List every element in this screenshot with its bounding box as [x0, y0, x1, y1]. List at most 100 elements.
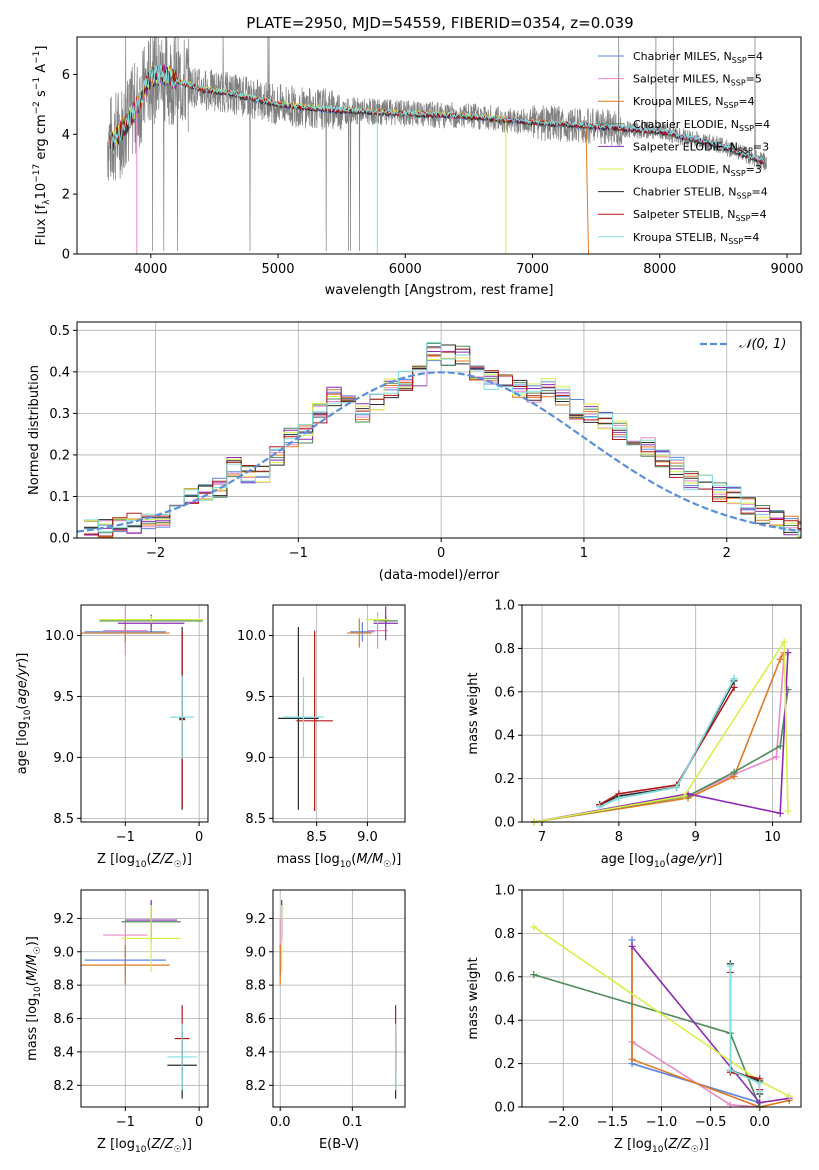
legend-label-salpeter-miles: Salpeter MILES, NSSP=5 — [633, 73, 762, 88]
z-mass-ytick-label-1: 8.4 — [53, 1045, 74, 1060]
age-weight-xtick-label-0: 7 — [538, 830, 546, 845]
z-weight-ylabel: mass weight — [466, 957, 481, 1039]
z-weight-ytick-label-5: 1.0 — [494, 884, 515, 899]
age-weight-xtick-label-3: 10 — [764, 830, 781, 845]
z-mass-xtick-label-1: 0 — [195, 1115, 203, 1130]
hist-chabrier-stelib — [84, 344, 801, 533]
mass-age-ytick-label-2: 9.5 — [245, 690, 266, 705]
age-weight-ytick-label-2: 0.4 — [494, 729, 515, 744]
spectrum-panel: 4000 5000 6000 7000 8000 9000 0 2 4 6 wavelength [… — [32, 36, 804, 298]
spectrum-xtick-label-2: 6000 — [389, 262, 422, 277]
z-weight-xlabel: Z [log10(Z/Z☉)] — [614, 1137, 709, 1155]
legend-label-chabrier-stelib: Chabrier STELIB, NSSP=4 — [633, 186, 768, 201]
residuals-ytick-label-1: 0.1 — [49, 490, 70, 505]
spectrum-model-kroupa-stelib — [109, 64, 765, 163]
z-age-xtick-label-1: 0 — [195, 830, 203, 845]
z-weight-chabrier-stelib-line — [729, 963, 761, 1094]
z-weight-kroupa-stelib-point-2 — [756, 1079, 764, 1087]
z-weight-panel: −2.0 −1.5 −1.0 −0.5 0.0 0.0 0.2 0.4 0.6 0.8 1.0 Z [… — [466, 884, 802, 1155]
residuals-xtick-label-0: −2 — [146, 546, 165, 561]
residuals-ytick-label-0: 0.0 — [49, 532, 70, 547]
age-weight-ytick-label-0: 0.0 — [494, 816, 515, 831]
spectrum-frame — [76, 36, 802, 255]
ebv-mass-ytick-label-2: 8.6 — [245, 1012, 266, 1027]
z-age-xlabel: Z [log10(Z/Z☉)] — [97, 852, 192, 870]
z-age-frame — [80, 604, 209, 823]
age-weight-salpeter-stelib-point-3 — [730, 683, 738, 691]
z-mass-ytick-label-2: 8.6 — [53, 1012, 74, 1027]
age-weight-salpeter-miles-point-3 — [772, 753, 780, 761]
mass-age-ytick-label-3: 10.0 — [237, 629, 266, 644]
ebv-mass-ytick-label-4: 9.0 — [245, 945, 266, 960]
mass-age-xtick-label-1: 9.0 — [357, 830, 378, 845]
z-mass-frame — [80, 889, 209, 1108]
age-weight-salpeter-miles-line — [534, 654, 785, 822]
z-weight-xtick-label-0: −2.0 — [547, 1115, 579, 1130]
ebv-mass-frame — [272, 889, 406, 1108]
spectrum-xtick-label-4: 8000 — [643, 262, 676, 277]
age-weight-ytick-label-3: 0.6 — [494, 685, 515, 700]
age-weight-kroupa-elodie-point-1 — [680, 792, 688, 800]
z-mass-xtick-label-0: −1 — [116, 1115, 135, 1130]
age-weight-panel: 7 8 9 10 0.0 0.2 0.4 0.6 0.8 1.0 age [log10(age/yr… — [466, 599, 802, 870]
ebv-mass-xlabel: E(B-V) — [319, 1137, 359, 1152]
hist-kroupa-miles — [84, 355, 801, 538]
hist-chabrier-elodie — [84, 342, 801, 534]
z-age-ytick-label-3: 10.0 — [45, 629, 74, 644]
age-weight-ytick-label-1: 0.2 — [494, 772, 515, 787]
spectrum-xtick-label-3: 7000 — [516, 262, 549, 277]
legend-label-salpeter-stelib: Salpeter STELIB, NSSP=4 — [633, 208, 767, 223]
z-weight-salpeter-elodie-point-1 — [756, 1099, 764, 1107]
residuals-ylabel: Normed distribution — [27, 365, 42, 495]
z-weight-ytick-label-0: 0.0 — [494, 1101, 515, 1116]
z-weight-kroupa-miles-line — [631, 946, 790, 1107]
residuals-frame — [76, 321, 802, 539]
z-weight-ytick-label-4: 0.8 — [494, 927, 515, 942]
legend-label-chabrier-elodie: Chabrier ELODIE, NSSP=4 — [633, 118, 770, 133]
residuals-xtick-label-2: 0 — [437, 546, 445, 561]
legend-label-kroupa-miles: Kroupa MILES, NSSP=4 — [633, 95, 755, 110]
age-weight-salpeter-elodie-point-3 — [784, 649, 792, 657]
age-weight-kroupa-stelib-line — [599, 678, 735, 808]
ebv-mass-ytick-label-3: 8.8 — [245, 979, 266, 994]
mass-age-xlabel: mass [log10(M/M☉)] — [277, 852, 402, 870]
spectrum-ytick-label-2: 4 — [62, 128, 70, 143]
age-weight-kroupa-stelib-point-0 — [596, 803, 604, 811]
z-weight-kroupa-miles-point-1 — [628, 1055, 636, 1063]
legend-label-chabrier-miles: Chabrier MILES, NSSP=4 — [633, 50, 763, 65]
z-weight-xtick-label-1: −1.5 — [597, 1115, 629, 1130]
z-mass-panel: −1 0 8.2 8.4 8.6 8.8 9.0 9.2 Z [log10(Z/Z☉)] mass… — [25, 889, 209, 1155]
z-age-xtick-label-0: −1 — [116, 830, 135, 845]
z-mass-ylabel: mass [log10(M/M☉)] — [25, 936, 43, 1061]
spectrum-ytick-label-1: 2 — [62, 188, 70, 203]
age-weight-kroupa-elodie-point-3 — [784, 807, 792, 815]
normal-legend-label: 𝒩(0, 1) — [739, 337, 786, 352]
age-weight-ytick-label-4: 0.8 — [494, 642, 515, 657]
age-weight-kroupa-miles-point-3 — [776, 655, 784, 663]
age-weight-kroupa-elodie-line — [534, 639, 789, 822]
spectrum-ylabel: Flux [fλ10−17 erg cm−2 s−1 A−1] — [32, 46, 52, 246]
legend-label-kroupa-elodie: Kroupa ELODIE, NSSP=3 — [633, 163, 762, 178]
z-weight-xtick-label-2: −1.0 — [646, 1115, 678, 1130]
age-weight-xlabel: age [log10(age/yr)] — [601, 852, 723, 870]
residuals-xlabel: (data-model)/error — [379, 568, 500, 583]
age-weight-kroupa-elodie-point-2 — [780, 638, 788, 646]
residuals-panel: −2 −1 0 1 2 0.0 0.1 0.2 0.3 0.4 0.5 𝒩(0, 1) (data-mo… — [27, 321, 802, 583]
mass-age-xtick-label-0: 8.5 — [306, 830, 327, 845]
z-weight-kroupa-elodie-point-0 — [530, 923, 538, 931]
mass-age-ytick-label-0: 8.5 — [245, 812, 266, 827]
z-weight-kroupa-stelib-line — [729, 966, 761, 1092]
hist-salpeter-stelib — [84, 348, 801, 537]
hist-kroupa-stelib — [84, 341, 801, 536]
z-age-ytick-label-2: 9.5 — [53, 690, 74, 705]
z-weight-chabrier-miles-point-0 — [628, 936, 636, 944]
age-weight-chabrier-elodie-point-3 — [776, 742, 784, 750]
z-weight-xtick-label-3: −0.5 — [695, 1115, 727, 1130]
spectrum-xtick-label-0: 4000 — [134, 262, 167, 277]
spectrum-xlabel: wavelength [Angstrom, rest frame] — [325, 283, 554, 298]
age-weight-salpeter-stelib-line — [599, 687, 735, 806]
z-weight-ytick-label-2: 0.4 — [494, 1014, 515, 1029]
hist-chabrier-miles — [84, 348, 801, 533]
z-mass-ytick-label-3: 8.8 — [53, 979, 74, 994]
